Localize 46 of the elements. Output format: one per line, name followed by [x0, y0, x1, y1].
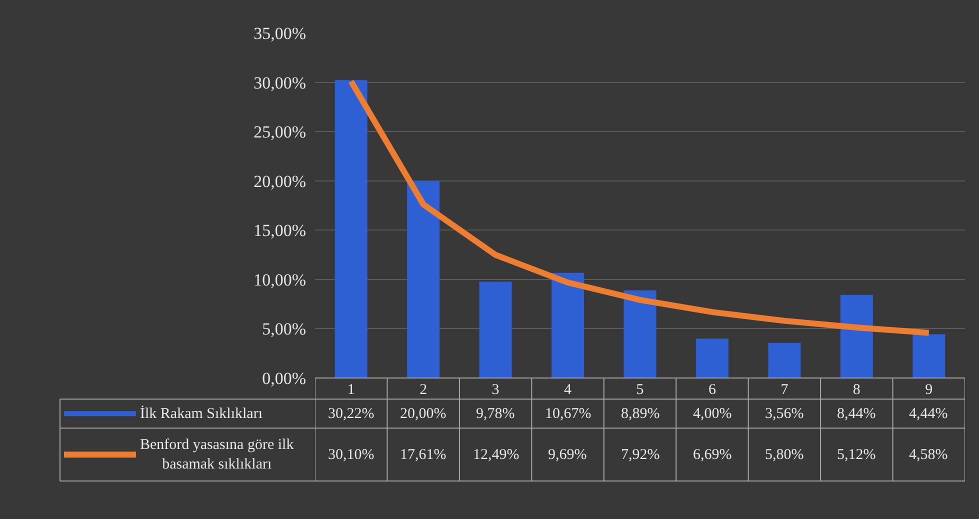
- data-label: 8,89%: [621, 406, 660, 422]
- data-label: 5,80%: [765, 447, 804, 463]
- data-label: 12,49%: [473, 447, 520, 463]
- data-label: 10,67%: [545, 406, 592, 422]
- bar: [624, 290, 656, 378]
- x-tick-label: 8: [852, 382, 860, 398]
- y-tick-label: 35,00%: [254, 24, 306, 44]
- x-tick-label: 2: [420, 382, 428, 398]
- data-label: 4,00%: [693, 406, 732, 422]
- data-label: 7,92%: [621, 447, 660, 463]
- x-tick-label: 7: [780, 382, 789, 398]
- bar: [840, 294, 873, 378]
- bar: [552, 272, 584, 378]
- bar: [912, 334, 946, 378]
- data-label: 4,44%: [909, 406, 948, 422]
- bar: [696, 338, 728, 378]
- y-tick-label: 30,00%: [254, 73, 306, 92]
- data-label: 4,58%: [909, 447, 948, 463]
- data-label: 9,78%: [476, 406, 515, 422]
- x-tick-label: 1: [347, 382, 355, 398]
- bar: [407, 180, 440, 378]
- x-tick-label: 3: [492, 382, 500, 398]
- y-tick-label: 5,00%: [262, 320, 306, 339]
- y-tick-label: 20,00%: [254, 172, 306, 191]
- data-label: 9,69%: [548, 447, 587, 463]
- data-label: 8,44%: [837, 406, 876, 422]
- data-label: 6,69%: [693, 447, 732, 463]
- bar: [334, 80, 368, 378]
- y-tick-label: 15,00%: [254, 221, 306, 240]
- bar: [768, 342, 801, 378]
- y-tick-label: 0,00%: [262, 368, 306, 388]
- data-label: 20,00%: [400, 406, 446, 422]
- x-tick-label: 6: [708, 382, 716, 398]
- x-tick-label: 4: [564, 382, 572, 398]
- bar: [479, 282, 512, 378]
- x-tick-label: 5: [636, 382, 644, 398]
- legend-label: İlk Rakam Sıklıkları: [140, 405, 262, 422]
- legend-label: Benford yasasına göre ilk basamak sıklıkları: [140, 437, 294, 472]
- data-label: 5,12%: [837, 447, 876, 463]
- y-tick-label: 10,00%: [254, 270, 306, 290]
- data-label: 30,22%: [328, 406, 374, 422]
- data-label: 17,61%: [400, 447, 446, 463]
- x-tick-label: 9: [925, 382, 933, 398]
- data-label: 30,10%: [328, 447, 374, 463]
- y-tick-label: 25,00%: [254, 122, 306, 142]
- data-label: 3,56%: [765, 406, 804, 422]
